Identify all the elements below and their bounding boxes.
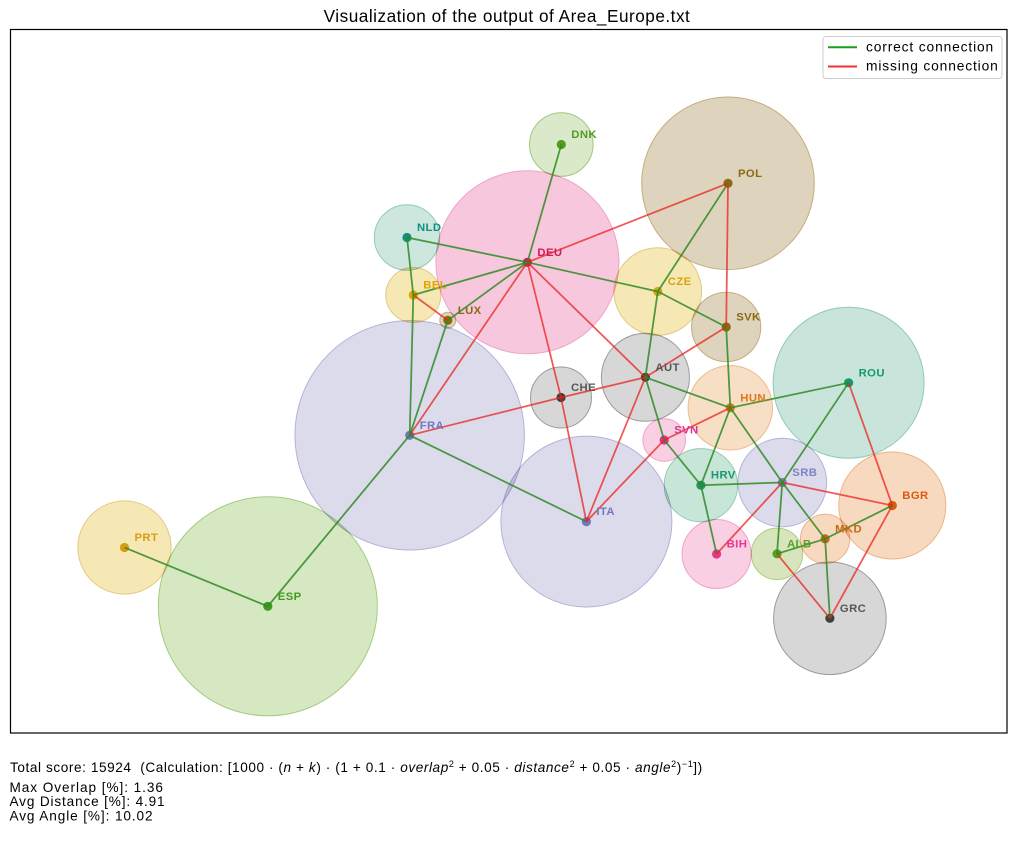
svg-text:BEL: BEL bbox=[423, 280, 447, 292]
svg-text:Max Overlap [%]: 1.36: Max Overlap [%]: 1.36 bbox=[10, 780, 164, 795]
svg-text:HRV: HRV bbox=[711, 470, 736, 482]
svg-text:ROU: ROU bbox=[859, 367, 885, 379]
svg-text:Visualization of the output of: Visualization of the output of Area_Euro… bbox=[324, 6, 691, 26]
svg-text:CZE: CZE bbox=[668, 276, 692, 288]
svg-text:GRC: GRC bbox=[840, 603, 866, 615]
svg-text:ESP: ESP bbox=[278, 591, 302, 603]
svg-text:DEU: DEU bbox=[537, 247, 562, 259]
svg-text:SVN: SVN bbox=[674, 425, 698, 437]
svg-text:CHE: CHE bbox=[571, 382, 596, 394]
svg-text:Avg Distance [%]: 4.91: Avg Distance [%]: 4.91 bbox=[10, 794, 166, 809]
svg-text:LUX: LUX bbox=[458, 305, 482, 317]
svg-text:AUT: AUT bbox=[655, 362, 679, 374]
svg-text:BIH: BIH bbox=[727, 539, 748, 551]
svg-text:FRA: FRA bbox=[420, 420, 444, 432]
svg-text:MKD: MKD bbox=[835, 523, 862, 535]
svg-text:correct connection: correct connection bbox=[866, 40, 994, 55]
svg-text:NLD: NLD bbox=[417, 222, 441, 234]
svg-text:BGR: BGR bbox=[902, 490, 928, 502]
svg-text:PRT: PRT bbox=[135, 532, 159, 544]
svg-text:SVK: SVK bbox=[736, 312, 761, 324]
svg-text:DNK: DNK bbox=[571, 129, 597, 141]
svg-text:ALB: ALB bbox=[787, 538, 811, 550]
svg-text:missing connection: missing connection bbox=[866, 59, 999, 74]
svg-text:HUN: HUN bbox=[740, 392, 766, 404]
svg-text:Avg Angle [%]: 10.02: Avg Angle [%]: 10.02 bbox=[10, 809, 154, 824]
svg-text:ITA: ITA bbox=[596, 506, 615, 518]
svg-text:POL: POL bbox=[738, 168, 762, 180]
svg-text:SRB: SRB bbox=[792, 467, 817, 479]
svg-text:Total score: 15924 (Calculati: Total score: 15924 (Calculation: [1000 ·… bbox=[10, 759, 703, 775]
